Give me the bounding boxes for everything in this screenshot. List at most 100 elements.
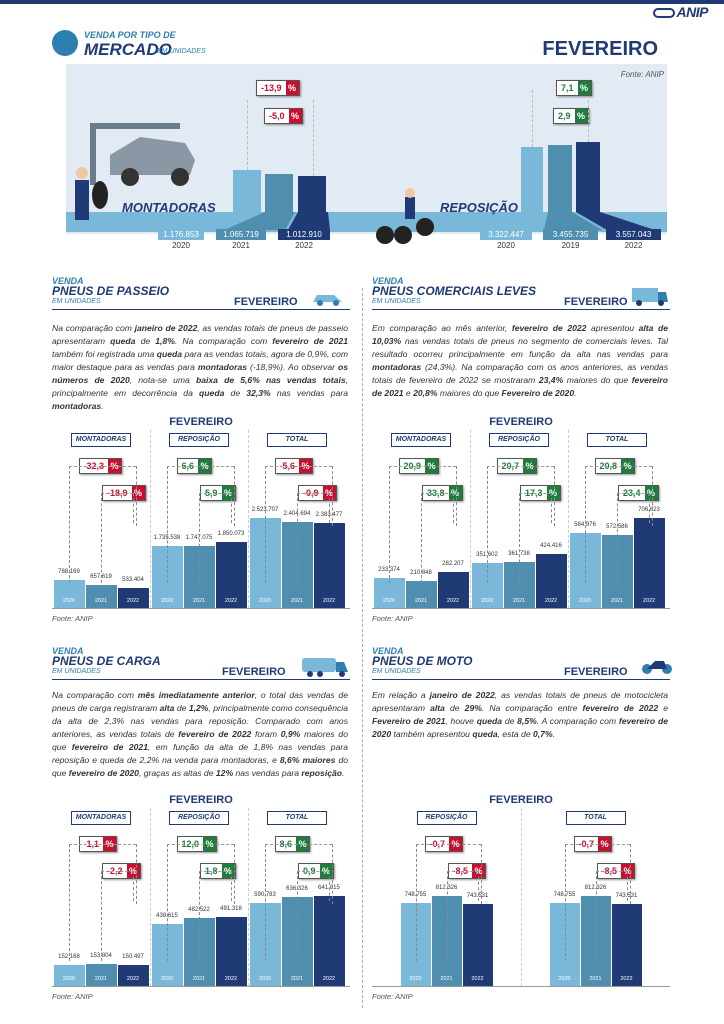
paragraph-segment: os números de 2020 xyxy=(52,362,348,385)
connector xyxy=(421,493,453,494)
connector xyxy=(231,493,232,523)
group-separator xyxy=(248,808,249,986)
car-lift-illustration xyxy=(75,123,195,220)
paragraph-segment: também foi registrada uma xyxy=(52,349,157,359)
bar-year-label: 2021 xyxy=(512,598,526,604)
bar-year-label: 2021 xyxy=(290,598,304,604)
bar-value-label: 2.523.707 xyxy=(251,507,279,513)
paragraph-segment: , as vendas totais de pneus de passeio a… xyxy=(52,323,348,346)
section-small: VENDA xyxy=(52,646,84,656)
connector xyxy=(332,844,333,904)
top-mont-connector xyxy=(247,100,248,170)
section-comerciais-header: VENDA PNEUS COMERCIAIS LEVES EM UNIDADES… xyxy=(372,276,670,310)
top-mont-year-2020: 2020 xyxy=(172,241,190,250)
paragraph-segment: Na comparação com xyxy=(52,323,135,333)
group-separator xyxy=(568,430,569,608)
bar-value-label: 812.326 xyxy=(435,885,458,891)
bar-year-label: 2021 xyxy=(94,976,108,982)
connector xyxy=(652,466,653,526)
section-small: VENDA xyxy=(372,276,404,286)
bar-value-label: 482.522 xyxy=(188,907,210,914)
section-title: PNEUS DE MOTO xyxy=(372,654,473,668)
bar-2022 xyxy=(535,553,567,608)
paragraph-segment: 12% xyxy=(215,768,234,778)
chart-title: FEVEREIRO xyxy=(489,416,553,428)
paragraph-segment: mês imediatamente anterior xyxy=(137,690,255,700)
top-rep-shadow xyxy=(480,212,655,230)
paragraph-segment: alta xyxy=(159,703,175,713)
bar-value-label: 152.168 xyxy=(58,953,80,960)
bar-year-label: 2020 xyxy=(62,976,76,982)
connector xyxy=(389,466,390,583)
paragraph-segment: fevereiro de 2022 xyxy=(511,323,587,333)
paragraph-segment: , graças as altas de xyxy=(138,768,216,778)
connector xyxy=(629,844,631,904)
header-unit: EM UNIDADES xyxy=(157,48,206,55)
paragraph-segment: . xyxy=(342,768,345,778)
connector xyxy=(199,493,200,583)
bar-2022 xyxy=(117,964,149,986)
connector xyxy=(626,871,628,901)
bar-value-label: 1.747.075 xyxy=(185,534,213,541)
paragraph-segment: e xyxy=(403,388,414,398)
group-separator xyxy=(521,808,522,986)
chart-baseline xyxy=(372,986,670,987)
connector xyxy=(101,493,133,494)
paragraph-segment: reposição xyxy=(301,768,343,778)
section-unit: EM UNIDADES xyxy=(52,298,101,305)
section-title: PNEUS COMERCIAIS LEVES xyxy=(372,284,537,298)
connector xyxy=(649,493,650,523)
bar-2022 xyxy=(313,896,345,986)
top-mont-pct1: -13,9% xyxy=(256,80,300,96)
connector xyxy=(519,493,551,494)
bar-value-label: 210.848 xyxy=(410,570,432,577)
paragraph-segment: montadoras xyxy=(372,362,422,372)
paragraph-segment: (24,3%). Na comparação com os anos anter… xyxy=(372,362,668,385)
paragraph-segment: , principalmente como consequência da al… xyxy=(52,703,348,739)
connector xyxy=(69,844,70,961)
connector xyxy=(456,466,457,526)
paragraph-segment: maiores do que xyxy=(52,729,348,752)
paragraph-segment: de xyxy=(224,388,247,398)
paragraph-segment: de xyxy=(174,703,189,713)
bar-year-label: 2020 xyxy=(160,976,174,982)
connector xyxy=(231,871,232,901)
paragraph-comerciais: Em comparação ao mês anterior, fevereiro… xyxy=(372,322,668,400)
bar-value-label: 584.976 xyxy=(574,522,596,529)
connector xyxy=(167,466,234,467)
connector xyxy=(297,871,329,872)
bar-year-label: 2022 xyxy=(620,976,633,982)
top-rep-year-2022: 2022 xyxy=(624,241,643,250)
month-title: FEVEREIRO xyxy=(542,38,658,60)
connector xyxy=(421,493,422,583)
montadoras-label: MONTADORAS xyxy=(122,200,216,215)
bar-2022 xyxy=(215,542,247,608)
source-moto: Fonte: ANIP xyxy=(372,992,413,1001)
paragraph-segment: , nota-se uma xyxy=(129,375,196,385)
paragraph-segment: fevereiro de 2020 xyxy=(372,716,668,739)
paragraph-passeio: Na comparação com janeiro de 2022, as ve… xyxy=(52,322,348,413)
paragraph-segment: foram xyxy=(251,729,281,739)
paragraph-segment: nas vendas totais de pneus no segmento d… xyxy=(372,336,668,359)
paragraph-segment: queda xyxy=(476,716,503,726)
tires-illustration xyxy=(376,188,434,244)
group-label: REPOSIÇÃO xyxy=(169,811,229,825)
connector xyxy=(480,844,482,904)
top-rep-pct1: 7,1% xyxy=(556,80,592,96)
connector xyxy=(477,871,479,901)
bar-value-label: 153.804 xyxy=(90,953,112,960)
paragraph-segment: 23,4% xyxy=(538,375,564,385)
reposicao-label: REPOSIÇÃO xyxy=(440,200,519,215)
bar-value-label: 590.783 xyxy=(254,892,276,899)
bar-year-label: 2022 xyxy=(126,976,140,982)
paragraph-segment: queda xyxy=(156,349,183,359)
top-strip xyxy=(0,0,724,4)
paragraph-segment: 32,3% xyxy=(246,388,271,398)
source-passeio: Fonte: ANIP xyxy=(52,614,93,623)
chart-title: FEVEREIRO xyxy=(169,794,233,806)
group-label: MONTADORAS xyxy=(71,433,131,447)
connector xyxy=(297,493,298,583)
connector xyxy=(69,844,136,845)
group-label: TOTAL xyxy=(587,433,647,447)
paragraph-segment: 1,8% xyxy=(155,336,175,346)
